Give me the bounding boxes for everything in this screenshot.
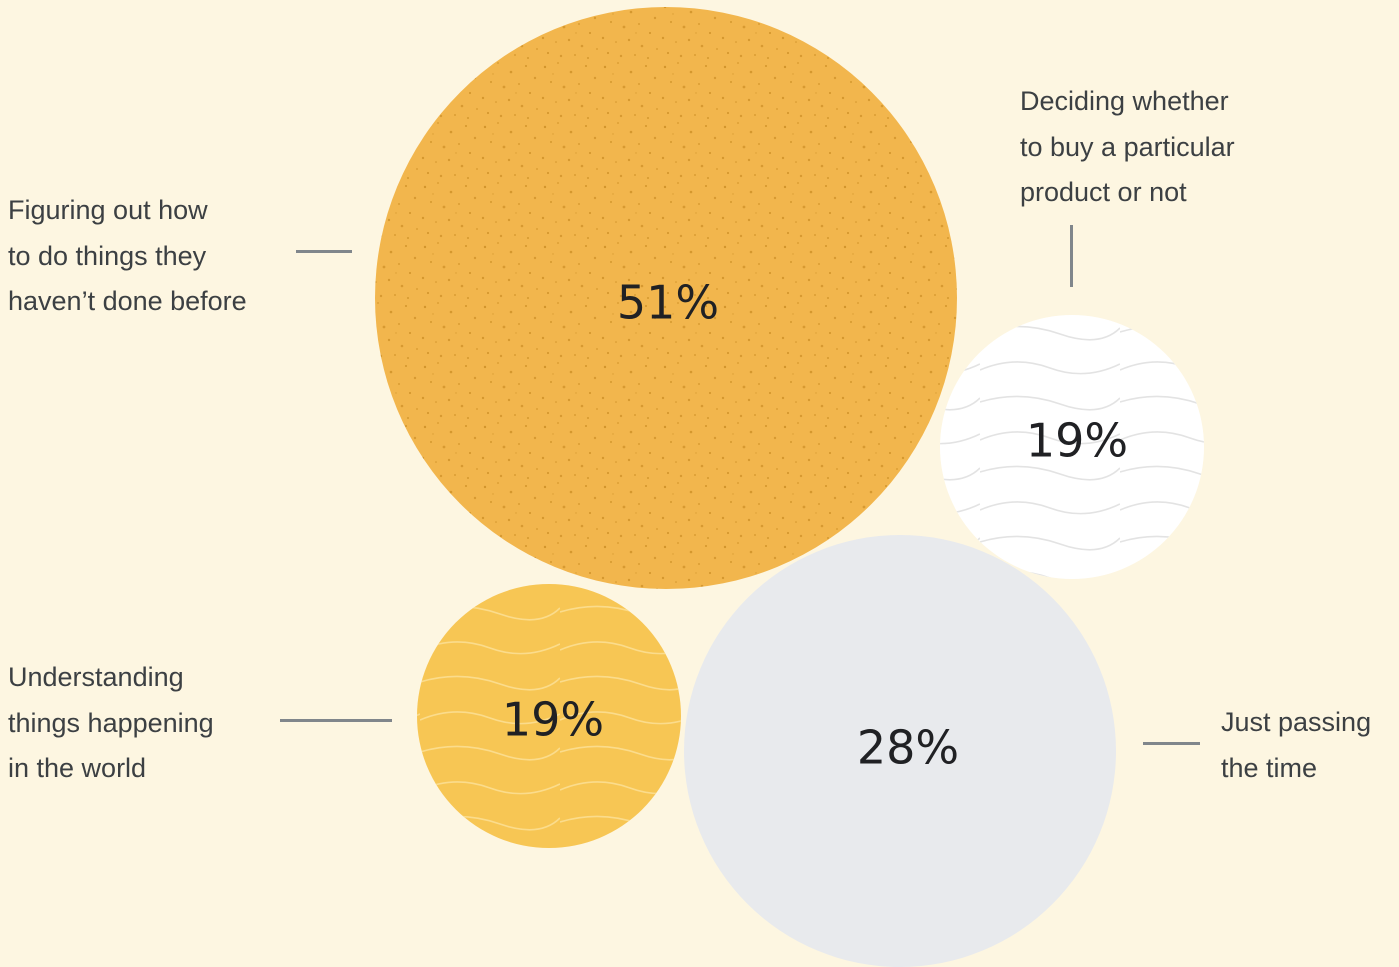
label-passing-time: Just passing the time <box>1221 700 1371 791</box>
bubble-understanding-world: 19% <box>417 584 681 848</box>
label-figuring-out-line-1: Figuring out how <box>8 195 208 225</box>
bubble-passing-time: 28% <box>684 535 1116 967</box>
bubble-figuring-out: 51% <box>375 7 957 589</box>
bubble-deciding-to-buy: 19% <box>940 315 1204 579</box>
label-deciding-to-buy-line-2: to buy a particular <box>1020 131 1235 162</box>
bubble-deciding-to-buy-texture <box>940 315 1204 579</box>
leader-line-figuring-out <box>296 250 352 253</box>
bubble-figuring-out-texture <box>375 7 957 589</box>
label-figuring-out: Figuring out how to do things they haven… <box>8 188 247 325</box>
label-deciding-to-buy-line-3: product or not <box>1020 177 1187 207</box>
bubble-understanding-world-texture <box>417 584 681 848</box>
leader-line-passing-time <box>1143 742 1200 745</box>
label-deciding-to-buy-line-1: Deciding whether <box>1020 86 1229 116</box>
bubble-passing-time-value: 28% <box>857 721 959 775</box>
label-understanding-world-line-2: things happening <box>8 707 214 738</box>
bubble-understanding-world-value: 19% <box>502 693 604 747</box>
label-understanding-world: Understanding things happening in the wo… <box>8 655 214 792</box>
leader-line-deciding-to-buy <box>1070 225 1073 287</box>
leader-line-understanding-world <box>280 719 392 722</box>
label-understanding-world-line-1: Understanding <box>8 662 184 692</box>
bubble-passing-time-fill <box>684 535 1116 967</box>
label-deciding-to-buy: Deciding whether to buy a particular pro… <box>1020 79 1235 216</box>
label-figuring-out-line-3: haven’t done before <box>8 286 247 316</box>
label-figuring-out-line-2: to do things they <box>8 240 207 271</box>
label-passing-time-line-1: Just passing <box>1221 707 1372 737</box>
label-understanding-world-line-3: in the world <box>8 753 147 783</box>
bubble-deciding-to-buy-value: 19% <box>1026 414 1128 468</box>
label-passing-time-line-2: the time <box>1221 752 1318 783</box>
bubble-figuring-out-value: 51% <box>617 276 719 330</box>
